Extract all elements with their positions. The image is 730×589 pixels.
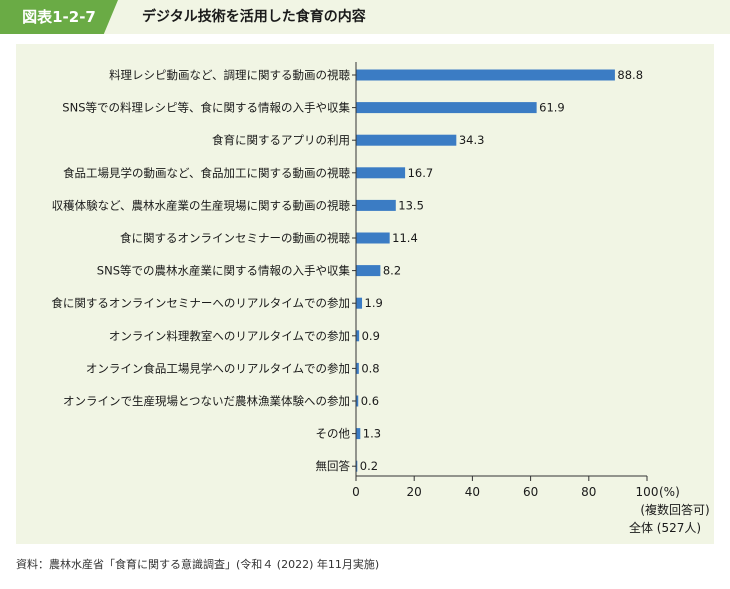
chart-panel: 料理レシピ動画など、調理に関する動画の視聴 88.8 SNS等での料理レシピ等、食に… (16, 44, 714, 544)
category-label: 料理レシピ動画など、調理に関する動画の視聴 (109, 68, 350, 82)
bar (356, 134, 457, 146)
bar (356, 362, 359, 374)
category-label: 無回答 (316, 459, 351, 473)
value-label: 1.9 (365, 296, 383, 310)
bar (356, 102, 537, 114)
value-label: 1.3 (363, 427, 381, 441)
value-label: 13.5 (398, 198, 424, 212)
figure-title: デジタル技術を活用した食育の内容 (142, 9, 366, 25)
category-label: SNS等での農林水産業に関する情報の入手や収集 (97, 264, 351, 278)
bar-chart: 料理レシピ動画など、調理に関する動画の視聴 88.8 SNS等での料理レシピ等、食に… (51, 62, 710, 535)
category-label: 食に関するオンラインセミナーへのリアルタイムでの参加 (51, 296, 350, 310)
value-label: 0.9 (362, 329, 380, 343)
bar (356, 428, 361, 440)
category-label: オンライン料理教室へのリアルタイムでの参加 (109, 329, 350, 343)
category-label: その他 (316, 427, 351, 441)
value-label: 16.7 (408, 166, 434, 180)
bar (356, 199, 396, 211)
x-tick-label: 40 (465, 485, 480, 499)
bar (356, 460, 358, 472)
value-label: 0.6 (361, 394, 379, 408)
category-label: 食育に関するアプリの利用 (212, 133, 350, 147)
x-tick-label: 80 (581, 485, 596, 499)
x-axis-unit: (%) (659, 485, 680, 499)
x-tick-label: 100 (636, 485, 659, 499)
value-label: 88.8 (617, 68, 643, 82)
category-label: オンライン食品工場見学へのリアルタイムでの参加 (86, 361, 350, 375)
value-label: 34.3 (459, 133, 485, 147)
bar (356, 69, 615, 81)
multiple-answers-note: (複数回答可) (640, 502, 709, 517)
x-tick-label: 60 (523, 485, 538, 499)
source-note: 資料：農林水産省「食育に関する意識調査」(令和４ (2022) 年11月実施) (16, 558, 380, 571)
value-label: 0.8 (361, 361, 379, 375)
category-label: 収穫体験など、農林水産業の生産現場に関する動画の視聴 (52, 198, 351, 212)
bar (356, 297, 363, 309)
x-tick-label: 0 (352, 485, 360, 499)
category-label: SNS等での料理レシピ等、食に関する情報の入手や収集 (62, 101, 350, 115)
category-label: オンラインで生産現場とつないだ農林漁業体験への参加 (63, 394, 350, 408)
header-band (0, 0, 730, 34)
category-label: 食に関するオンラインセミナーの動画の視聴 (120, 231, 350, 245)
x-tick-label: 20 (407, 485, 422, 499)
value-label: 11.4 (392, 231, 418, 245)
value-label: 0.2 (360, 459, 378, 473)
figure-label: 図表1-2-7 (0, 0, 118, 34)
value-label: 8.2 (383, 264, 401, 278)
bar (356, 330, 360, 342)
bar (356, 232, 390, 244)
bar (356, 167, 406, 179)
category-label: 食品工場見学の動画など、食品加工に関する動画の視聴 (63, 166, 350, 180)
bar (356, 265, 381, 277)
bar (356, 395, 359, 407)
respondents-note: 全体 (527人) (629, 520, 701, 535)
value-label: 61.9 (539, 101, 565, 115)
